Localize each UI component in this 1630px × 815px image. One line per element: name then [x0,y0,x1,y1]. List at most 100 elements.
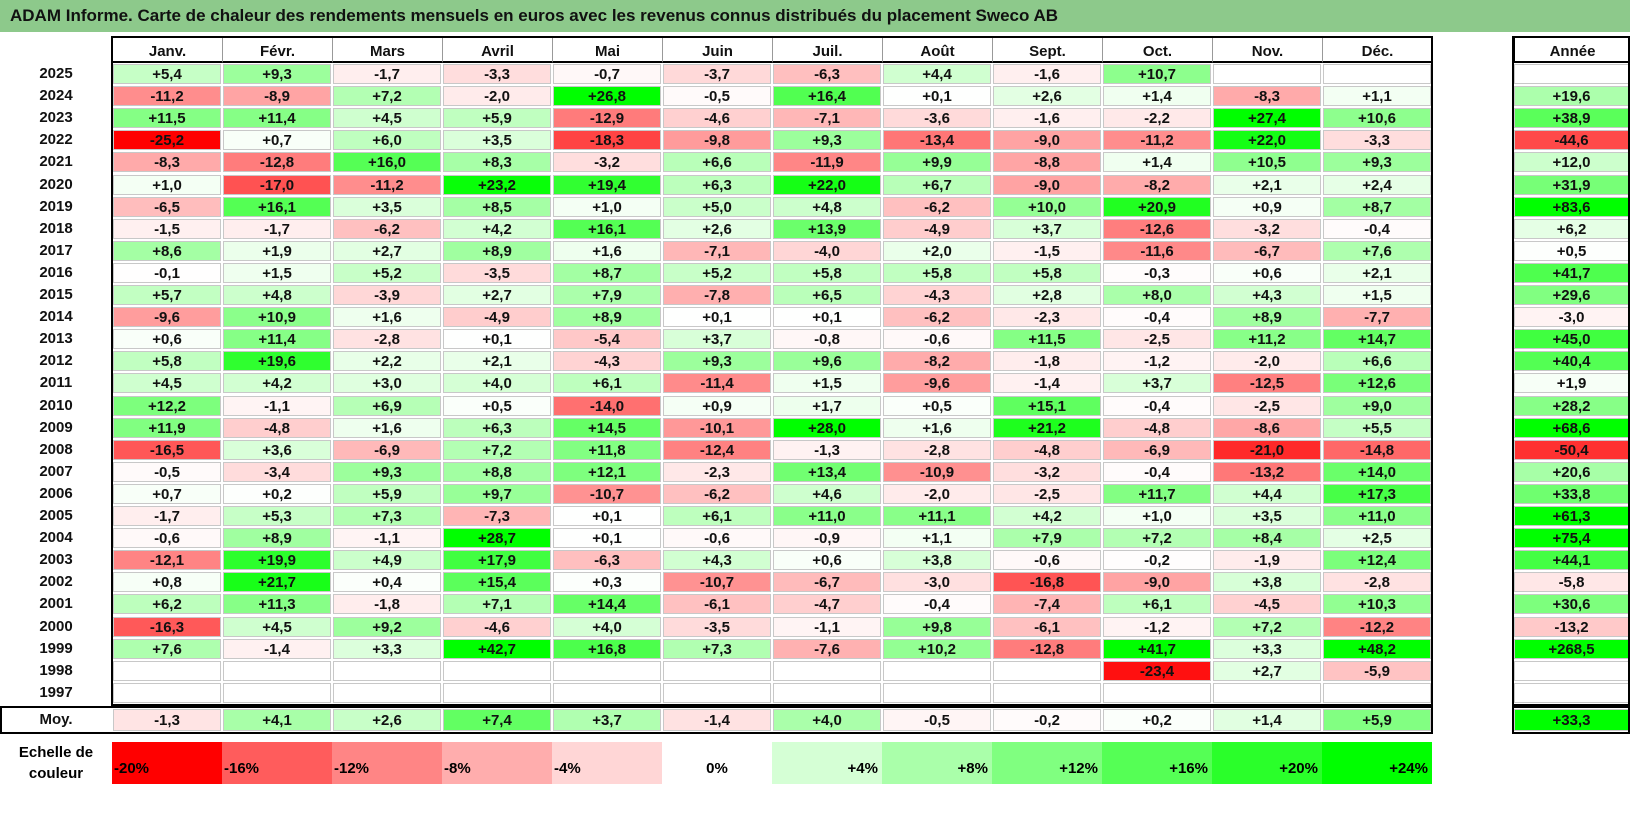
heatmap-cell: -16,5 [113,439,221,460]
heatmap-cell: -6,3 [553,550,661,571]
heatmap-cell: +0,2 [223,483,331,504]
annual-total-cell: -13,2 [1514,616,1629,637]
heatmap-cell: +5,3 [223,506,331,527]
heatmap-cell: -12,8 [223,152,331,173]
year-label: 2021 [39,153,73,171]
heatmap-cell: +6,1 [553,373,661,394]
heatmap-cell: +16,4 [773,86,881,107]
heatmap-cell: +5,8 [883,262,991,283]
heatmap-cell: +0,8 [113,572,221,593]
heatmap-cell [223,660,331,681]
year-label: 2001 [39,595,73,613]
color-scale-swatch: -8% [442,742,552,784]
month-header: Déc. [1322,36,1432,63]
heatmap-cell: +11,3 [223,594,331,615]
heatmap-cell: +7,2 [1103,528,1211,549]
heatmap-cell: -0,4 [1103,461,1211,482]
month-header: Juil. [772,36,882,63]
month-header: Oct. [1102,36,1212,63]
color-scale-swatch: +24% [1322,742,1432,784]
annual-total-cell: +38,9 [1514,108,1629,129]
heatmap-cell: +3,5 [443,130,551,151]
heatmap-cell [443,660,551,681]
year-label: 2006 [39,484,73,502]
heatmap-cell: +13,9 [773,218,881,239]
annual-total-cell [1514,64,1629,85]
heatmap-cell [1323,682,1431,703]
heatmap-cell: -7,4 [993,594,1101,615]
heatmap-cell: +1,1 [883,528,991,549]
annual-total-cell [1514,682,1629,703]
heatmap-cell: +4,5 [113,373,221,394]
heatmap-cell: +0,6 [113,329,221,350]
heatmap-cell: +0,1 [883,86,991,107]
heatmap-cell: -12,1 [113,550,221,571]
heatmap-cell: -1,2 [1103,616,1211,637]
heatmap-cell: +0,6 [773,550,881,571]
heatmap-cell: +2,1 [1323,262,1431,283]
heatmap-cell: +3,8 [1213,572,1321,593]
heatmap-cell: +12,6 [1323,373,1431,394]
heatmap-cell: +6,7 [883,174,991,195]
heatmap-cell: -1,4 [223,638,331,659]
annual-total-cell: +61,3 [1514,506,1629,527]
month-header: Juin [662,36,772,63]
heatmap-cell: -0,5 [663,86,771,107]
month-header: Août [882,36,992,63]
year-label: 2002 [39,573,73,591]
heatmap-cell: +13,4 [773,461,881,482]
heatmap-cell: +4,5 [223,616,331,637]
annual-total-cell: +0,5 [1514,240,1629,261]
heatmap-cell: +10,2 [883,638,991,659]
annual-total-cell: -3,0 [1514,307,1629,328]
heatmap-cell: -5,9 [1323,660,1431,681]
heatmap-cell: +2,6 [993,86,1101,107]
heatmap-cell: -4,9 [883,218,991,239]
heatmap-cell: -6,2 [883,196,991,217]
heatmap-cell: -1,8 [993,351,1101,372]
heatmap-cell: +6,6 [663,152,771,173]
heatmap-cell: -3,6 [883,108,991,129]
heatmap-cell: -2,2 [1103,108,1211,129]
heatmap-cell [113,660,221,681]
heatmap-cell: +0,5 [883,395,991,416]
heatmap-cell: +1,6 [333,307,441,328]
heatmap-cell: -6,9 [333,439,441,460]
heatmap-cell: -8,2 [883,351,991,372]
heatmap-cell: +10,7 [1103,64,1211,85]
heatmap-cell: -2,5 [1103,329,1211,350]
heatmap-cell: -8,2 [1103,174,1211,195]
heatmap-cell: +42,7 [443,638,551,659]
annual-total-cell: +29,6 [1514,285,1629,306]
heatmap-cell: +11,2 [1213,329,1321,350]
heatmap-cell: +0,7 [223,130,331,151]
heatmap-cell: +9,0 [1323,395,1431,416]
heatmap-cell: +11,7 [1103,483,1211,504]
heatmap-cell [1323,64,1431,85]
heatmap-cell: -3,5 [443,262,551,283]
heatmap-cell [883,682,991,703]
heatmap-cell: +8,9 [1213,307,1321,328]
color-scale-swatch: +12% [992,742,1102,784]
heatmap-cell: +0,1 [553,528,661,549]
heatmap-cell: -12,2 [1323,616,1431,637]
heatmap-cell: +17,3 [1323,483,1431,504]
heatmap-cell: +11,4 [223,329,331,350]
heatmap-cell: -12,5 [1213,373,1321,394]
heatmap-cell: +0,1 [663,307,771,328]
heatmap-cell: +6,2 [113,594,221,615]
color-scale-swatch: +16% [1102,742,1212,784]
heatmap-cell: +5,4 [113,64,221,85]
average-cell: +3,7 [553,709,661,731]
heatmap-cell [663,682,771,703]
heatmap-cell: +0,7 [113,483,221,504]
heatmap-cell: -0,5 [113,461,221,482]
month-header: Mars [332,36,442,63]
average-cell: +4,1 [223,709,331,731]
heatmap-cell: +10,0 [993,196,1101,217]
year-label: 1999 [39,639,73,657]
heatmap-cell: +5,8 [773,262,881,283]
heatmap-cell: +10,6 [1323,108,1431,129]
heatmap-cell: -6,2 [663,483,771,504]
heatmap-cell: +4,0 [443,373,551,394]
